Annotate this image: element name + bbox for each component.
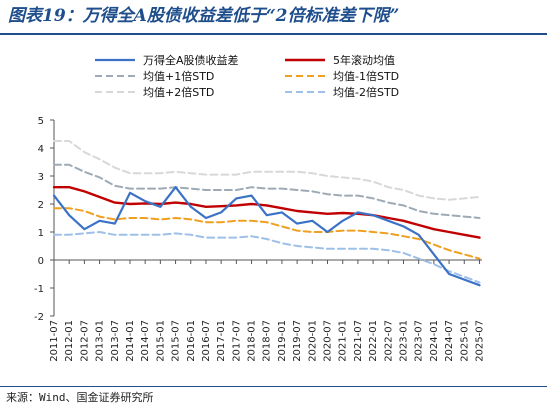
- source-note: 来源：Wind、国金证券研究所: [6, 391, 154, 404]
- legend-label-0: 万得全A股债收益差: [143, 53, 239, 67]
- x-tick-label: 2011-07: [49, 320, 60, 362]
- x-tick-label: 2012-07: [79, 320, 90, 362]
- legend-label-5: 均值-2倍STD: [333, 85, 399, 99]
- plot-area: [52, 140, 481, 287]
- x-tick-label: 2021-07: [353, 320, 364, 362]
- x-tick-label: 2022-01: [368, 320, 379, 362]
- x-tick-label: 2015-01: [155, 320, 166, 362]
- chart-axes: 5 4 3 2 1 0 -1 -2 2011-07 2012-01 2012-07 2013-01 20…: [34, 116, 485, 362]
- x-tick-label: 2016-07: [201, 320, 212, 362]
- series-line-3: [53, 207, 481, 260]
- legend-label-1: 5年滚动均值: [333, 53, 395, 67]
- x-tick-label: 2022-07: [383, 320, 394, 362]
- y-tick-label: 1: [38, 228, 44, 239]
- x-tick-label: 2024-07: [444, 320, 455, 362]
- x-tick-label: 2017-07: [231, 320, 242, 362]
- y-tick-label: 2: [38, 200, 44, 211]
- x-tick-label: 2024-01: [429, 320, 440, 362]
- series-line-0: [52, 186, 481, 287]
- x-tick-label: 2014-07: [140, 320, 151, 362]
- x-tick-label: 2023-01: [398, 320, 409, 362]
- legend-label-2: 均值+1倍STD: [143, 69, 214, 83]
- y-tick-label: 3: [38, 172, 44, 183]
- x-tick-label: 2018-01: [247, 320, 258, 362]
- x-tick-label: 2020-07: [323, 320, 334, 362]
- x-tick-label: 2020-01: [307, 320, 318, 362]
- x-tick-label: 2013-01: [95, 320, 106, 362]
- x-tick-label: 2017-01: [216, 320, 227, 362]
- x-tick-label: 2015-07: [171, 320, 182, 362]
- x-tick-label: 2019-07: [292, 320, 303, 362]
- legend-label-4: 均值+2倍STD: [143, 85, 214, 99]
- y-tick-label: 4: [38, 144, 44, 155]
- x-tick-label: 2025-07: [474, 320, 485, 362]
- title-divider: [0, 33, 547, 35]
- y-tick-label: 0: [38, 256, 44, 267]
- x-tick-label: 2021-01: [338, 320, 349, 362]
- y-tick-label: -2: [34, 312, 44, 323]
- x-tick-label: 2014-01: [125, 320, 136, 362]
- x-tick-label: 2013-07: [110, 320, 121, 362]
- series-line-4: [53, 140, 481, 201]
- x-tick-label: 2019-01: [277, 320, 288, 362]
- series-line-5: [53, 231, 481, 284]
- y-tick-label: -1: [34, 284, 44, 295]
- legend-label-3: 均值-1倍STD: [333, 69, 399, 83]
- y-tick-label: 5: [38, 116, 44, 127]
- x-tick-label: 2025-01: [459, 320, 470, 362]
- footer-divider: [0, 386, 547, 387]
- figure-title: 图表19：万得全A股债收益差低于“2倍标准差下限”: [8, 6, 400, 26]
- x-tick-label: 2016-01: [186, 320, 197, 362]
- x-tick-label: 2018-07: [262, 320, 273, 362]
- x-tick-label: 2023-07: [414, 320, 425, 362]
- x-tick-label: 2012-01: [64, 320, 75, 362]
